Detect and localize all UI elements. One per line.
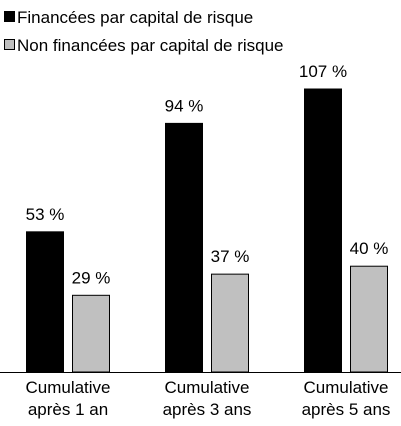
data-label: 37 %	[211, 247, 250, 266]
x-tick-label: Cumulative après 1 an	[25, 378, 111, 419]
data-label: 53 %	[26, 205, 65, 224]
data-label: 107 %	[299, 62, 347, 81]
legend-label: Non financées par capital de risque	[17, 36, 284, 55]
legend-label: Financées par capital de risque	[17, 8, 253, 27]
x-tick-label: Cumulative après 5 ans	[301, 378, 391, 419]
legend-swatch	[4, 39, 15, 50]
legend-swatch	[4, 11, 15, 22]
data-label: 40 %	[350, 239, 389, 258]
x-tick-label: Cumulative après 3 ans	[162, 378, 252, 419]
data-label: 29 %	[72, 268, 111, 287]
data-label: 94 %	[165, 96, 204, 115]
bar	[26, 231, 64, 373]
bar	[304, 88, 342, 373]
bar	[72, 294, 110, 373]
bar	[211, 273, 249, 373]
bar	[350, 265, 388, 373]
bar	[165, 122, 203, 373]
